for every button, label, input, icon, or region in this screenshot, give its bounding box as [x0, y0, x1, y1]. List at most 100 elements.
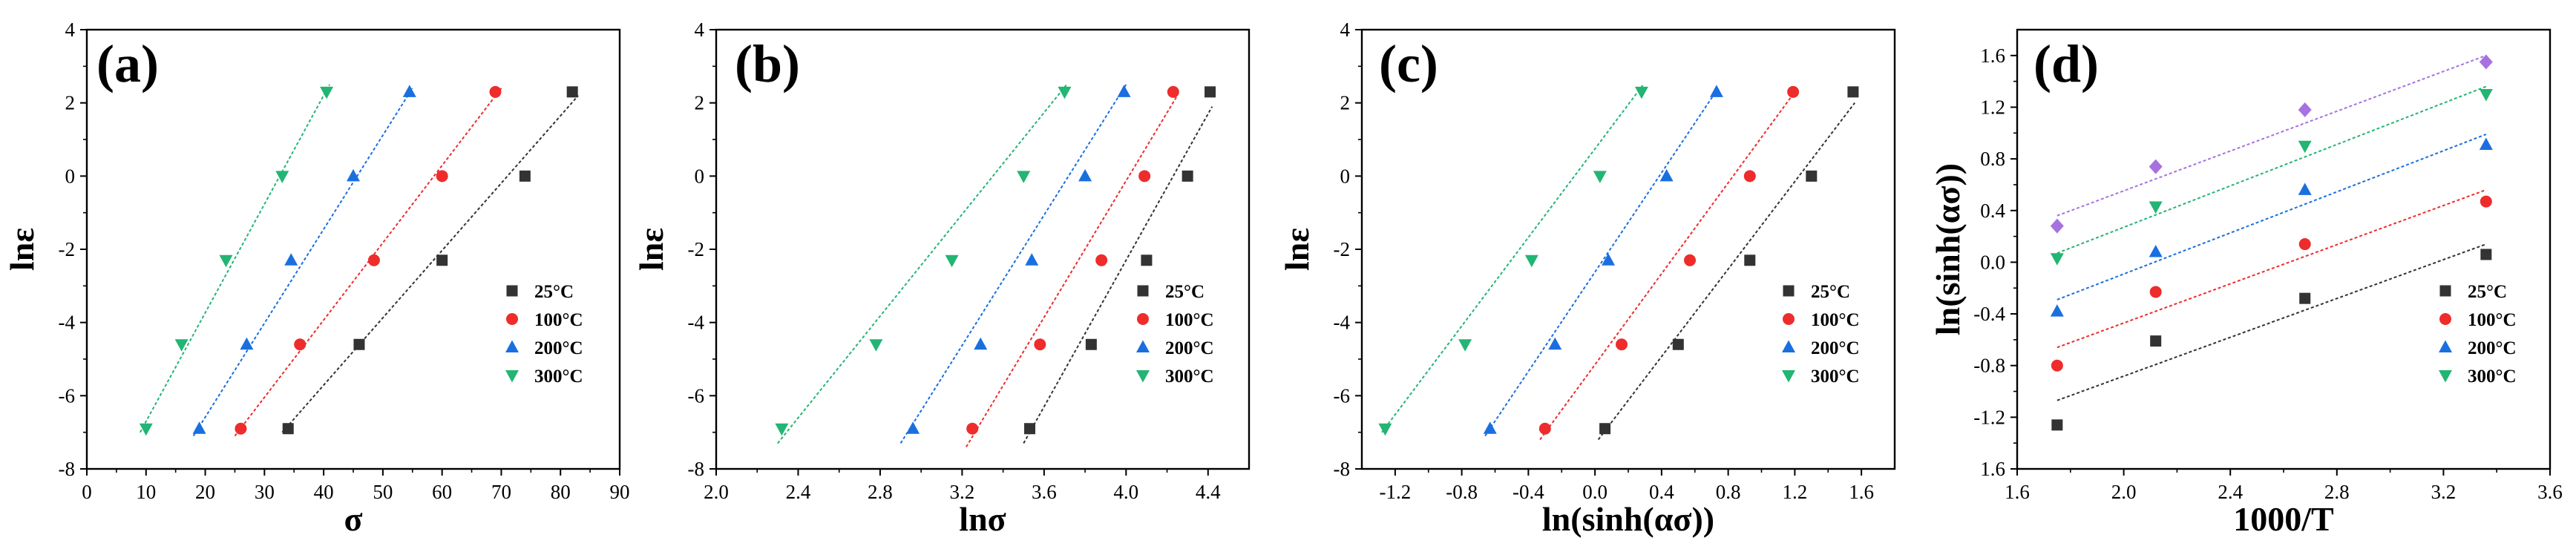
y-axis-label: ln(sinh(ασ)) — [1929, 163, 1967, 335]
y-tick-label: 2 — [65, 92, 76, 114]
data-point — [1167, 85, 1179, 98]
data-point — [1593, 171, 1607, 183]
data-point — [1659, 168, 1674, 182]
panel-label: (c) — [1379, 34, 1438, 93]
legend-marker — [1137, 285, 1149, 297]
data-point — [353, 338, 365, 350]
fit-line-25c — [2056, 243, 2487, 401]
fit-line-25c — [281, 95, 579, 433]
data-point — [1672, 338, 1684, 350]
data-point — [1458, 339, 1472, 352]
x-tick-label: 60 — [432, 481, 452, 503]
data-point — [282, 423, 294, 435]
legend-marker — [1136, 370, 1150, 383]
y-axis-label: lnε — [3, 228, 41, 271]
legend-marker — [1782, 340, 1795, 352]
legend-marker — [506, 313, 518, 325]
data-point — [1524, 254, 1538, 268]
fit-line-200c — [899, 84, 1127, 444]
data-point — [1616, 338, 1628, 351]
data-point — [436, 254, 448, 266]
x-tick-label: 4.0 — [1113, 481, 1138, 503]
x-tick-label: 1.6 — [1849, 481, 1874, 503]
y-tick-label: 0 — [695, 165, 705, 187]
legend-marker — [506, 285, 518, 297]
legend-label: 100°C — [534, 310, 583, 330]
data-point — [489, 85, 502, 98]
chart-panel-d: 1.6 2.0 2.4 2.8 3.2 3.6 1.6 -1.2 -0.8 -0.4 0.0 0.4 0… — [1929, 28, 2563, 538]
y-tick-label: 2 — [695, 92, 705, 114]
legend-label: 300°C — [1165, 367, 1214, 387]
chart-panel-c: -1.2 -0.8 -0.4 0.0 0.4 0.8 1.2 1.6 -8 -6 -4 -2 0 2 4 ln… — [1278, 19, 1896, 538]
data-point — [1141, 254, 1153, 266]
data-point — [174, 339, 189, 352]
data-point — [1085, 338, 1097, 350]
x-tick-label: 1.6 — [2005, 481, 2030, 503]
fit-line-100c — [1539, 91, 1796, 441]
data-point — [2480, 249, 2492, 260]
data-point — [1602, 253, 1616, 266]
y-tick-label: -2 — [1334, 238, 1351, 260]
data-point — [1538, 422, 1551, 435]
data-point — [275, 171, 289, 183]
x-tick-label: 3.2 — [950, 481, 975, 503]
fit-line-300c — [2056, 85, 2487, 254]
data-point — [2298, 238, 2311, 251]
x-axis-label: 1000/T — [2233, 500, 2333, 538]
fit-line-200c — [192, 88, 413, 437]
y-tick-label: -8 — [688, 458, 705, 480]
data-point — [2480, 195, 2492, 208]
data-point — [1634, 86, 1648, 99]
y-tick-label: 0.4 — [1980, 200, 2005, 222]
x-tick-label: 20 — [195, 481, 215, 503]
data-point — [1205, 86, 1216, 98]
data-point — [192, 421, 206, 434]
x-tick-label: 2.0 — [704, 481, 729, 503]
data-point — [240, 337, 254, 350]
data-point — [1847, 86, 1859, 98]
data-point — [1095, 254, 1108, 266]
legend-marker — [1783, 313, 1795, 325]
data-point — [906, 421, 920, 434]
x-tick-label: 90 — [610, 481, 630, 503]
data-point — [320, 86, 334, 99]
data-point — [367, 254, 380, 266]
fit-line-100c — [234, 88, 502, 437]
x-tick-label: -0.4 — [1513, 481, 1544, 503]
data-point — [775, 423, 789, 436]
x-tick-label: 0.8 — [1716, 481, 1741, 503]
data-point — [945, 254, 959, 268]
chart-panel-a: 0 10 20 30 40 50 60 70 80 90 -8 -6 -4 -2 0 2 4 σ lnε (a) 25°… — [3, 19, 630, 538]
x-tick-label: 3.2 — [2431, 481, 2457, 503]
y-tick-label: 4 — [65, 19, 76, 41]
panel-label: (a) — [96, 34, 159, 93]
x-tick-label: 3.6 — [1032, 481, 1057, 503]
fit-line-300c — [139, 84, 330, 433]
legend-label: 200°C — [1165, 338, 1214, 358]
y-tick-label: -4 — [1334, 312, 1351, 334]
y-tick-label: -4 — [59, 312, 76, 334]
x-tick-label: 10 — [136, 481, 156, 503]
legend-label: 25°C — [2468, 282, 2507, 302]
y-tick-label: -0.4 — [1973, 303, 2005, 325]
x-tick-label: 30 — [255, 481, 275, 503]
data-point — [1182, 170, 1193, 182]
data-point — [1138, 170, 1151, 183]
y-tick-label: -8 — [1334, 458, 1351, 480]
data-point — [1709, 85, 1723, 97]
data-point — [2051, 359, 2063, 372]
x-tick-label: 2.8 — [2324, 481, 2350, 503]
data-point — [2298, 183, 2312, 195]
data-point — [219, 254, 233, 268]
data-point — [2149, 159, 2163, 174]
y-tick-label: 2 — [1340, 92, 1351, 114]
y-tick-label: 4 — [695, 19, 705, 41]
data-point — [1599, 423, 1611, 435]
y-tick-label: -6 — [688, 384, 705, 407]
legend-marker — [505, 340, 519, 352]
legend-marker — [505, 370, 519, 383]
data-point — [402, 85, 416, 97]
y-tick-label: -4 — [688, 312, 705, 334]
y-tick-label: 4 — [1340, 19, 1351, 41]
data-point — [1078, 168, 1092, 182]
